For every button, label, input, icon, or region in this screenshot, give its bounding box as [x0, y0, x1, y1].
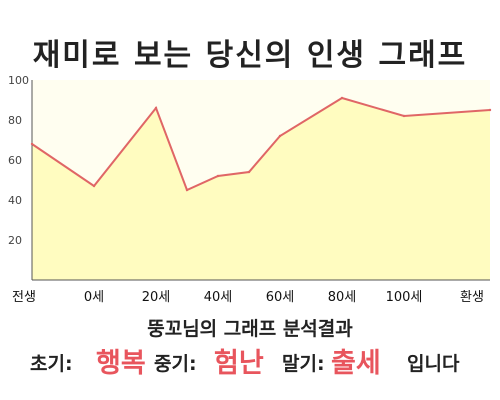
x-tick-label: 40세	[204, 290, 233, 305]
life-line	[31, 96, 491, 192]
middle-value: 험난	[214, 348, 264, 379]
data-point	[216, 174, 220, 178]
data-point	[154, 106, 158, 110]
late-label: 말기:	[282, 353, 325, 375]
middle-label: 중기:	[154, 353, 197, 375]
data-point	[488, 108, 492, 112]
y-tick-label: 80	[8, 114, 22, 127]
data-point	[247, 170, 251, 174]
data-point	[278, 134, 282, 138]
x-tick-label: 60세	[266, 290, 295, 305]
analysis-subtitle: 뚱꼬님의 그래프 분석결과	[147, 318, 353, 340]
data-point	[92, 184, 96, 188]
x-tick-label: 80세	[328, 290, 357, 305]
x-tick-label: 전생	[12, 290, 36, 305]
early-label: 초기:	[30, 353, 73, 375]
ending-text: 입니다	[407, 353, 460, 375]
y-tick-label: 60	[8, 154, 22, 167]
y-tick-label: 40	[8, 194, 22, 207]
y-tick-label: 20	[8, 234, 22, 247]
x-tick-label: 20세	[142, 290, 171, 305]
life-area-fill	[32, 98, 490, 280]
analysis-result: 초기: 행복 중기: 험난 말기: 출세 입니다	[0, 346, 500, 382]
early-value: 행복	[96, 348, 146, 379]
life-graph-chart: 100 80 60 40 20 전생 0세 20세 40세 60세 80세 100세 환생	[8, 74, 492, 305]
y-tick-label: 100	[8, 74, 29, 87]
x-tick-label: 100세	[386, 290, 423, 305]
x-tick-label: 0세	[84, 290, 104, 305]
late-value: 출세	[331, 348, 381, 379]
page-title: 재미로 보는 당신의 인생 그래프	[32, 38, 468, 73]
x-tick-label: 환생	[460, 290, 484, 305]
data-point	[340, 96, 344, 100]
data-point	[30, 142, 34, 146]
data-point	[185, 188, 189, 192]
data-point	[402, 114, 406, 118]
